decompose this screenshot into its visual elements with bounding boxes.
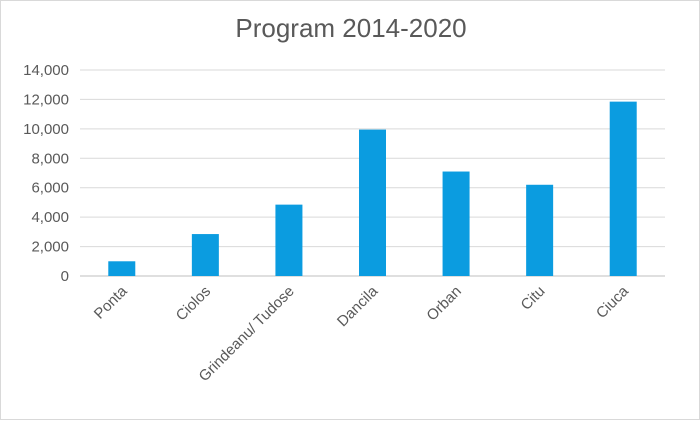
y-tick-label: 14,000 [23, 62, 69, 79]
bar [359, 129, 386, 276]
bar [609, 101, 637, 276]
x-tick-label: Dancila [334, 282, 382, 330]
chart-title: Program 2014-2020 [235, 13, 467, 43]
x-tick-label: Ponta [91, 282, 131, 322]
bars [108, 101, 637, 276]
x-tick-label: Orban [423, 283, 465, 325]
bar [442, 171, 470, 276]
x-tick-label: Citu [518, 283, 549, 314]
bar [275, 204, 303, 276]
y-tick-label: 0 [61, 268, 69, 285]
bar [108, 261, 136, 276]
y-tick-label: 4,000 [31, 209, 69, 226]
y-tick-labels: 0 2,000 4,000 6,000 8,000 10,000 12,000 14,000 [23, 62, 69, 285]
x-tick-label: Ciolos [173, 283, 214, 324]
y-tick-label: 8,000 [31, 150, 69, 167]
bar [191, 234, 219, 276]
y-tick-label: 12,000 [23, 91, 69, 108]
y-tick-label: 2,000 [31, 239, 69, 256]
bar [526, 184, 554, 276]
y-tick-label: 6,000 [31, 180, 69, 197]
x-tick-label: Ciuca [593, 282, 633, 322]
y-tick-label: 10,000 [23, 121, 69, 138]
